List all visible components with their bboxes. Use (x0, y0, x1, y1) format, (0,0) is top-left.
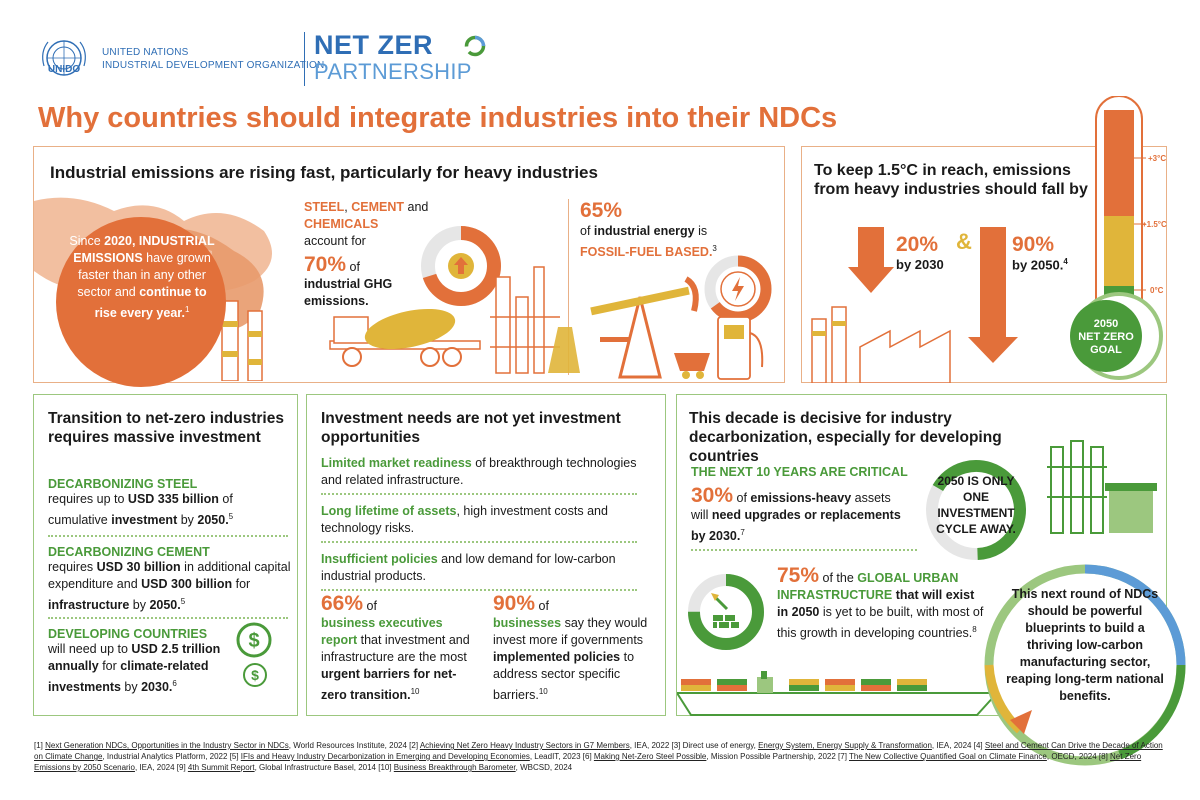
footnotes: [1] Next Generation NDCs, Opportunities … (34, 741, 1163, 772)
footnote-link[interactable]: Net Zero Emissions by 2050 Scenario (34, 752, 1142, 772)
footnote-link[interactable]: Achieving Net Zero Heavy Industry Sector… (419, 741, 630, 750)
footnote-link[interactable]: Energy System, Energy Supply & Transform… (758, 741, 932, 750)
emissions-callout-circle (56, 217, 226, 387)
factory-icon (811, 306, 951, 383)
emissions-callout-text: Since 2020, INDUSTRIAL EMISSIONS have gr… (69, 234, 215, 321)
footnote-link[interactable]: IFIs and Heavy Industry Decarbonization … (240, 752, 530, 761)
steel-investment-stat: DECARBONIZING STEEL requires up to USD 3… (48, 477, 234, 528)
net-zero-o-icon (464, 35, 486, 57)
barrier-policies: Insufficient policies and low demand for… (321, 552, 616, 583)
mining-cart-icon (674, 353, 710, 379)
svg-text:$: $ (248, 630, 259, 652)
header-divider (304, 32, 305, 86)
temp-label-3c: +3°C (1148, 154, 1167, 163)
svg-text:UNIDO: UNIDO (48, 64, 80, 75)
investment-cycle-donut (926, 460, 1026, 560)
container-ship-icon (677, 671, 1000, 716)
temp-label-1-5c: +1.5°C (1142, 220, 1167, 229)
investment-cycle-text: 2050 IS ONLY ONE INVESTMENT CYCLE AWAY. (936, 474, 1016, 536)
share-70-donut (421, 226, 501, 306)
cement-truck-icon (329, 308, 481, 367)
panel-title: Transition to net-zero industries requir… (48, 410, 284, 446)
up-arrow-icon (454, 257, 468, 274)
footnote-link[interactable]: 4th Summit Report (187, 763, 255, 772)
cement-investment-stat: DECARBONIZING CEMENT requires USD 30 bil… (48, 545, 291, 613)
ampersand: & (956, 229, 972, 254)
footnote-link[interactable]: Business Breakthrough Barometer (393, 763, 516, 772)
panel-title: This decade is decisive for industry dec… (689, 410, 1002, 465)
developing-countries-stat: DEVELOPING COUNTRIES will need up to USD… (48, 627, 221, 695)
asset-upgrades-stat: 30% of emissions-heavy assets will need … (691, 484, 901, 544)
urban-infrastructure-donut (688, 574, 764, 650)
page-title: Why countries should integrate industrie… (38, 102, 838, 134)
divider (321, 541, 637, 543)
divider (321, 493, 637, 495)
dollar-coin-small-icon: $ (243, 663, 267, 687)
net-zero-wordmark: NET ZER (314, 30, 434, 60)
businesses-stat: 90% of businesses say they would invest … (493, 592, 648, 703)
un-emblem-logo: UNIDO (42, 40, 86, 76)
investment-needs-panel: Transition to net-zero industries requir… (33, 394, 298, 716)
investment-opportunities-panel: Investment needs are not yet investment … (306, 394, 666, 716)
un-org-name: UNITED NATIONS INDUSTRIAL DEVELOPMENT OR… (102, 47, 325, 71)
divider (691, 549, 917, 551)
panel-title: To keep 1.5°C in reach, emissions from h… (814, 162, 1088, 198)
containers (681, 679, 927, 691)
arrow-head-icon (1010, 710, 1032, 734)
footnote-link[interactable]: Steel and Cement Can Drive the Decade of… (34, 741, 1163, 761)
svg-text:$: $ (251, 667, 259, 683)
oil-pumpjack-icon (590, 276, 699, 379)
blueprint-callout-ring (984, 564, 1186, 766)
divider (48, 617, 288, 619)
down-arrow-large-icon (968, 227, 1018, 363)
section-heading: THE NEXT 10 YEARS ARE CRITICAL (691, 465, 908, 479)
urban-infrastructure-stat: 75% of the GLOBAL URBAN INFRASTRUCTURE t… (777, 564, 984, 641)
footnote-link[interactable]: Next Generation NDCs, Opportunities in t… (45, 741, 289, 750)
partnership-wordmark: PARTNERSHIP (314, 59, 472, 84)
decisive-decade-panel: This decade is decisive for industry dec… (676, 394, 1167, 716)
steel-cement-chemicals-stat: STEEL, CEMENT and CHEMICALS account for … (304, 200, 429, 308)
barrier-market-readiness: Limited market readiness of breakthrough… (321, 456, 637, 487)
fuel-pump-icon (717, 316, 764, 380)
heavy-industry-target-panel: To keep 1.5°C in reach, emissions from h… (801, 146, 1167, 383)
panel-title: Investment needs are not yet investment … (321, 410, 621, 446)
emissions-decline-illustration (811, 227, 1018, 383)
divider (48, 535, 288, 537)
target-2050: 90% by 2050.4 (1012, 233, 1068, 273)
temp-label-0c: 0°C (1150, 286, 1164, 295)
executives-stat: 66% of business executives report that i… (321, 592, 470, 703)
flask-icon (548, 327, 580, 373)
lightning-icon (732, 277, 744, 301)
refinery-icon (490, 266, 580, 374)
down-arrow-small-icon (848, 227, 894, 293)
header: UNIDO UNITED NATIONS INDUSTRIAL DEVELOPM… (30, 28, 490, 88)
divider (568, 199, 569, 375)
barrier-asset-lifetime: Long lifetime of assets, high investment… (321, 504, 608, 535)
fossil-fuel-stat: 65% of industrial energy is FOSSIL-FUEL … (580, 199, 717, 260)
divider (321, 589, 637, 591)
blueprint-message: This next round of NDCs should be powerf… (1006, 587, 1164, 703)
emissions-rising-panel: Industrial emissions are rising fast, pa… (33, 146, 785, 387)
heavy-industry-illustration (329, 266, 764, 380)
panel-title: Industrial emissions are rising fast, pa… (50, 163, 598, 182)
brick-wall-icon (711, 593, 739, 628)
net-zero-goal-badge: 2050 NET ZERO GOAL (1070, 300, 1142, 372)
footnote-link[interactable]: The New Collective Quantified Goal on Cl… (849, 752, 1047, 761)
green-factory-icon (1047, 440, 1157, 534)
footnote-link[interactable]: Making Net-Zero Steel Possible (593, 752, 707, 761)
dollar-coin-icon: $ (236, 622, 272, 658)
target-2030: 20% by 2030 (896, 233, 944, 272)
